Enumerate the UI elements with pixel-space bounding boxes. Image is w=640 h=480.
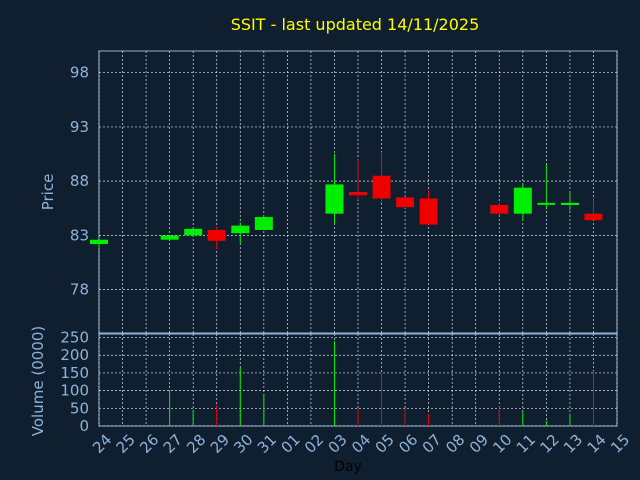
- chart-title: SSIT - last updated 14/11/2025: [231, 15, 480, 34]
- candle-body: [560, 202, 579, 206]
- price-ticks: 78 83 88 93 98: [70, 64, 89, 299]
- volume-tick-label: 150: [60, 364, 89, 382]
- price-tick-label: 83: [70, 226, 89, 244]
- x-tick-label: 14: [584, 431, 610, 457]
- volume-tick-label: 250: [60, 329, 89, 347]
- x-tick-label: 27: [160, 431, 186, 457]
- candle-body: [490, 205, 509, 214]
- candle-body: [372, 175, 391, 199]
- x-tick-label: 29: [207, 431, 233, 457]
- x-tick-label: 13: [560, 431, 586, 457]
- candle-body: [90, 239, 108, 245]
- volume-tick-label: 50: [70, 399, 89, 417]
- price-axis-label: Price: [39, 174, 57, 211]
- x-tick-label: 24: [89, 431, 115, 457]
- price-tick-label: 78: [70, 281, 89, 299]
- x-tick-label: 07: [419, 431, 445, 457]
- x-tick-label: 03: [325, 431, 351, 457]
- volume-tick-label: 100: [60, 382, 89, 400]
- x-tick-label: 04: [348, 431, 374, 457]
- candle-body: [231, 225, 250, 234]
- x-axis-label: Day: [334, 459, 362, 475]
- candle-body: [184, 228, 203, 236]
- price-tick-label: 93: [70, 118, 89, 136]
- x-tick-label: 12: [536, 431, 562, 457]
- x-tick-label: 31: [254, 431, 280, 457]
- x-tick-label: 26: [136, 431, 162, 457]
- x-ticks: 2425262728293031010203040506070809101112…: [89, 431, 633, 457]
- x-tick-label: 25: [113, 431, 139, 457]
- x-tick-label: 02: [301, 431, 327, 457]
- x-tick-label: 10: [489, 431, 515, 457]
- x-tick-label: 28: [183, 431, 209, 457]
- x-tick-label: 09: [466, 431, 492, 457]
- x-tick-label: 08: [442, 431, 468, 457]
- candle-body: [396, 197, 415, 208]
- price-tick-label: 88: [70, 172, 89, 190]
- price-tick-label: 98: [70, 64, 89, 82]
- candle-body: [325, 184, 344, 214]
- x-tick-label: 30: [230, 431, 256, 457]
- candle-body: [349, 192, 367, 196]
- candles: [90, 151, 603, 250]
- candle-body: [537, 202, 556, 205]
- x-tick-label: 11: [513, 431, 539, 457]
- volume-tick-label: 0: [79, 417, 89, 435]
- x-tick-label: 15: [607, 431, 633, 457]
- x-tick-label: 01: [277, 431, 303, 457]
- volume-bars: [169, 341, 594, 426]
- x-tick-label: 06: [395, 431, 421, 457]
- candle-body: [207, 229, 226, 241]
- candle-body: [160, 235, 179, 240]
- candle-body: [419, 198, 438, 225]
- candle-body: [513, 187, 532, 214]
- volume-tick-label: 200: [60, 346, 89, 364]
- x-tick-label: 05: [372, 431, 398, 457]
- candle-body: [584, 213, 603, 221]
- volume-axis-label: Volume (0000): [29, 326, 47, 436]
- candle-body: [254, 216, 273, 230]
